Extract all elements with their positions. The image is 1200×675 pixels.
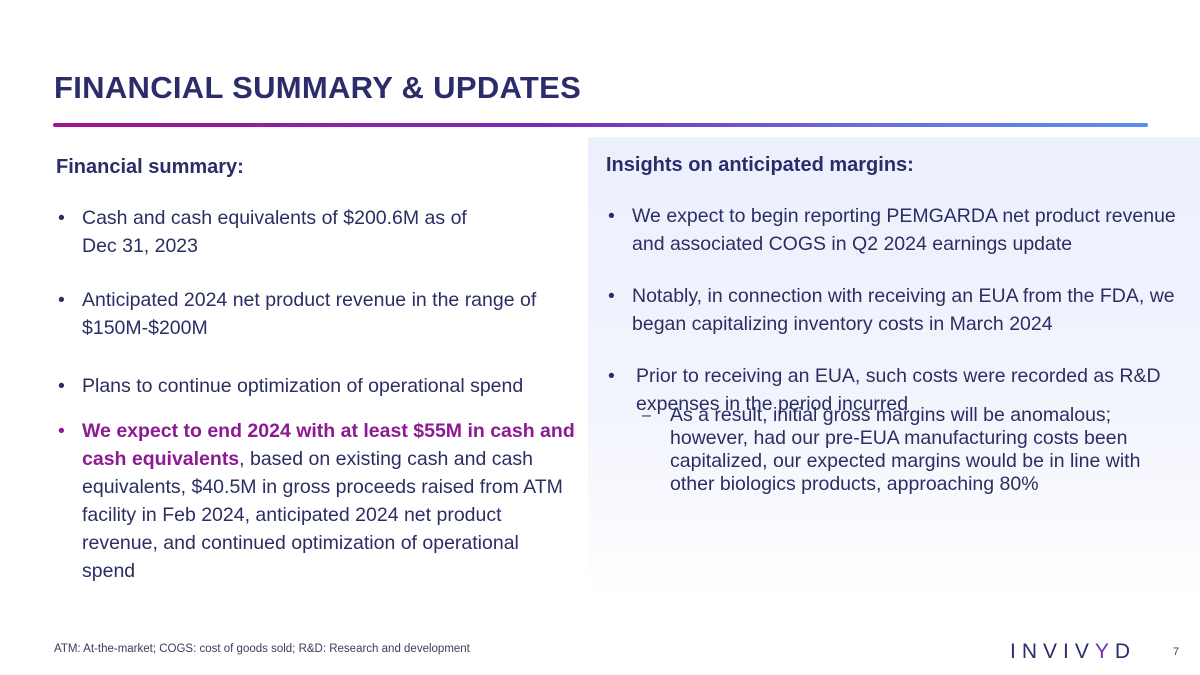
logo-text: INVIV [1010,640,1095,663]
bullet-icon: • [58,207,65,229]
bullet-text: Plans to continue optimization of operat… [82,375,524,397]
bullet-text: Prior to receiving an EUA, such costs we… [636,365,1161,415]
bullet-icon: • [58,375,65,397]
list-item: – As a result, initial gross margins wil… [640,404,1150,496]
bullet-icon: • [58,420,65,442]
list-item: • We expect to begin reporting PEMGARDA … [606,202,1176,258]
bullet-text: Anticipated 2024 net product revenue in … [82,289,537,339]
bullet-text-continued: Dec 31, 2023 [82,235,199,257]
title-divider [53,123,1148,127]
list-item: • Anticipated 2024 net product revenue i… [56,286,576,342]
financial-summary-list: • Cash and cash equivalents of $200.6M a… [56,204,576,611]
insights-panel-background [588,137,1200,602]
financial-summary-heading: Financial summary: [56,156,244,178]
bullet-text: , based on existing cash and cash equiva… [82,448,563,582]
margins-sub-list: – As a result, initial gross margins wil… [640,404,1150,496]
margins-list: • We expect to begin reporting PEMGARDA … [606,202,1176,428]
dash-icon: – [642,407,651,424]
list-item: • We expect to end 2024 with at least $5… [56,417,576,585]
bullet-text: We expect to begin reporting PEMGARDA ne… [632,205,1176,255]
page-number: 7 [1173,646,1180,658]
bullet-text: Notably, in connection with receiving an… [632,285,1175,335]
bullet-text: Cash and cash equivalents of $200.6M as … [82,207,467,229]
bullet-icon: • [608,285,615,307]
list-item: • Notably, in connection with receiving … [606,282,1176,338]
bullet-icon: • [58,289,65,311]
list-item: • Plans to continue optimization of oper… [56,372,576,400]
list-item: • Prior to receiving an EUA, such costs … [606,362,1176,418]
sub-bullet-text: As a result, initial gross margins will … [670,404,1141,495]
highlighted-text: We expect to end 2024 with at least $55M… [82,420,575,470]
logo-y-mark: Y [1094,640,1115,663]
bullet-icon: • [608,365,615,387]
page-title: FINANCIAL SUMMARY & UPDATES [54,70,582,105]
logo-text-end: D [1114,640,1137,663]
bullet-icon: • [608,205,615,227]
list-item: • Cash and cash equivalents of $200.6M a… [56,204,576,260]
footnote: ATM: At-the-market; COGS: cost of goods … [54,643,470,655]
company-logo: INVIVYD [1010,640,1136,664]
margins-heading: Insights on anticipated margins: [606,154,914,176]
